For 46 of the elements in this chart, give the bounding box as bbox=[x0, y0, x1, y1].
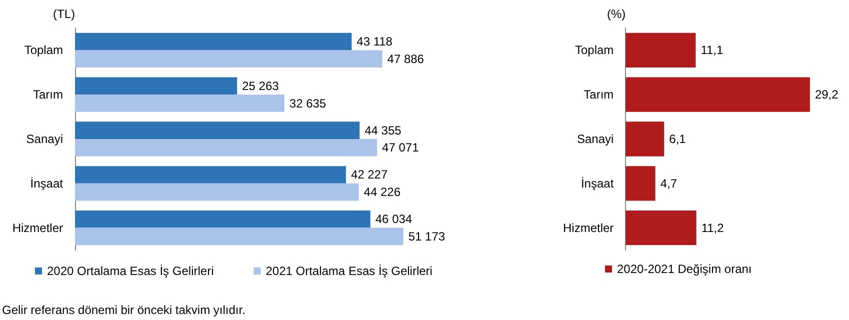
data-label: 46 034 bbox=[375, 212, 412, 226]
data-label: 44 355 bbox=[364, 123, 402, 138]
data-label: 51 173 bbox=[408, 229, 446, 244]
bar bbox=[626, 122, 664, 156]
y-tick-label: Sanayi bbox=[26, 132, 63, 146]
data-label: 43 118 bbox=[356, 34, 393, 49]
y-tick-label: İnşaat bbox=[30, 176, 64, 190]
bar bbox=[75, 210, 370, 228]
data-label: 6,1 bbox=[669, 132, 686, 146]
text: Gelir referans dönemi bir önceki takvim yılıdır. bbox=[2, 303, 246, 317]
legend-label: 2020-2021 Değişim oranı bbox=[617, 262, 752, 276]
data-label: 11,2 bbox=[701, 220, 724, 235]
data-label: 32 635 bbox=[289, 96, 326, 110]
legend-label: 2020 Ortalama Esas İş Gelirleri bbox=[47, 264, 214, 278]
y-axis-title: (TL) bbox=[53, 7, 75, 21]
y-tick-label: Toplam bbox=[574, 43, 614, 58]
bar bbox=[626, 210, 696, 246]
y-tick-label: İnşaat bbox=[580, 176, 614, 190]
y-tick-label: Sanayi bbox=[576, 132, 614, 146]
data-label: 4,7 bbox=[660, 176, 678, 190]
bar bbox=[75, 77, 238, 95]
bar bbox=[75, 183, 359, 201]
bar bbox=[75, 139, 378, 156]
bar bbox=[626, 32, 696, 68]
data-label: 44 226 bbox=[364, 185, 401, 200]
y-tick-label: Tarım bbox=[584, 88, 614, 102]
y-tick-label: Hizmetler bbox=[12, 220, 64, 235]
data-label: 47 071 bbox=[382, 140, 420, 155]
data-label: 29,2 bbox=[814, 88, 839, 102]
y-tick-label: Tarım bbox=[33, 88, 64, 102]
data-label: 47 886 bbox=[387, 52, 424, 66]
data-label: 11,1 bbox=[700, 43, 724, 58]
legend-label: 2021 Ortalama Esas İş Gelirleri bbox=[266, 264, 432, 278]
y-tick-label: Hizmetler bbox=[563, 220, 614, 235]
bar bbox=[75, 166, 346, 184]
bar bbox=[75, 50, 382, 68]
y-tick-label: Toplam bbox=[24, 43, 63, 58]
y-axis-title: (%) bbox=[607, 7, 626, 21]
bar bbox=[75, 94, 284, 112]
data-label: 25 263 bbox=[242, 78, 280, 93]
data-label: 42 227 bbox=[350, 168, 388, 182]
bar bbox=[75, 122, 360, 139]
bar bbox=[626, 166, 656, 201]
bar bbox=[75, 32, 352, 50]
bar bbox=[626, 77, 810, 112]
bar bbox=[75, 228, 404, 246]
